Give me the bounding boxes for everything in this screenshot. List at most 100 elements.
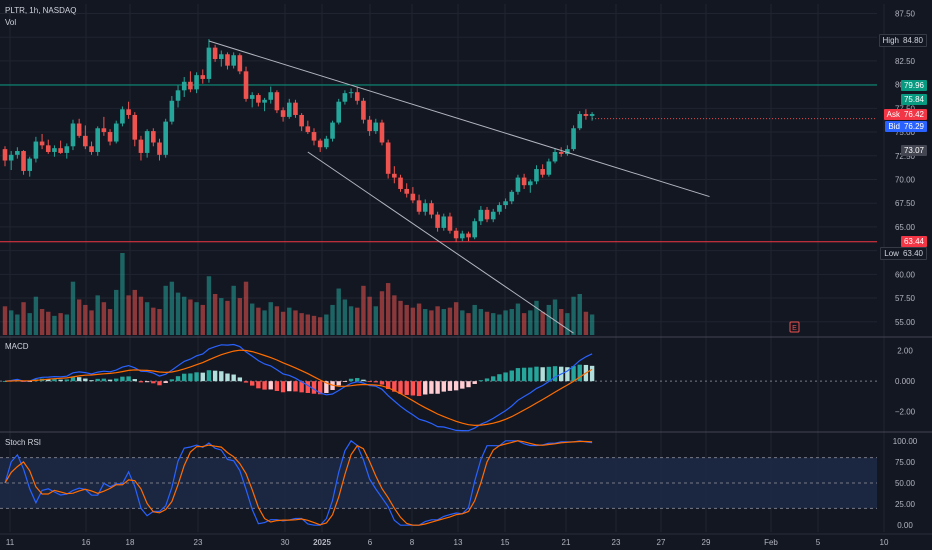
candle[interactable] <box>206 39 212 83</box>
candle[interactable] <box>101 116 107 136</box>
candle[interactable] <box>33 136 39 163</box>
candle[interactable] <box>157 138 162 161</box>
candle[interactable] <box>45 139 51 154</box>
candle[interactable] <box>126 101 131 119</box>
candle[interactable] <box>194 72 199 94</box>
candle[interactable] <box>305 120 311 134</box>
candle[interactable] <box>435 211 440 232</box>
candle[interactable] <box>503 198 508 209</box>
candle[interactable] <box>429 200 434 219</box>
candle[interactable] <box>472 218 477 240</box>
candle[interactable] <box>558 147 564 157</box>
candle[interactable] <box>249 92 255 108</box>
horizontal-levels[interactable] <box>0 84 877 243</box>
candle[interactable] <box>515 174 521 195</box>
candle[interactable] <box>274 90 280 114</box>
candle[interactable] <box>478 206 484 226</box>
candle[interactable] <box>219 50 224 67</box>
candle[interactable] <box>546 158 552 177</box>
symbol-title[interactable]: PLTR, 1h, NASDAQ <box>5 6 77 15</box>
candle[interactable] <box>113 120 119 144</box>
candle[interactable] <box>484 206 490 223</box>
candle[interactable] <box>379 119 385 146</box>
candle[interactable] <box>107 129 113 146</box>
candle[interactable] <box>354 86 360 105</box>
candle[interactable] <box>280 107 286 122</box>
candle[interactable] <box>392 166 397 184</box>
candle[interactable] <box>410 187 416 204</box>
candle[interactable] <box>151 128 156 147</box>
candle[interactable] <box>225 52 230 70</box>
candles[interactable] <box>2 39 595 243</box>
candle[interactable] <box>76 118 82 138</box>
candle[interactable] <box>422 199 428 216</box>
candle[interactable] <box>200 69 206 84</box>
candle[interactable] <box>509 189 515 205</box>
candle[interactable] <box>21 150 26 175</box>
candle[interactable] <box>398 174 403 192</box>
volume-label[interactable]: Vol <box>5 18 17 27</box>
candle[interactable] <box>169 96 175 125</box>
candle[interactable] <box>15 147 20 159</box>
candle[interactable] <box>441 213 447 231</box>
candle[interactable] <box>262 97 267 112</box>
candle[interactable] <box>540 164 545 178</box>
candle[interactable] <box>188 71 193 93</box>
trendline-lower[interactable] <box>307 151 574 334</box>
candle[interactable] <box>589 112 595 121</box>
candle[interactable] <box>138 135 144 161</box>
candle[interactable] <box>52 145 57 157</box>
candle[interactable] <box>497 202 502 215</box>
stoch-rsi-label[interactable]: Stoch RSI <box>5 438 42 447</box>
candle[interactable] <box>95 126 100 156</box>
candle[interactable] <box>212 44 218 62</box>
candle[interactable] <box>583 109 589 120</box>
candle[interactable] <box>237 53 243 75</box>
candle[interactable] <box>64 143 70 159</box>
candle[interactable] <box>243 66 249 102</box>
candle[interactable] <box>373 118 379 134</box>
trendline-upper[interactable] <box>208 40 710 198</box>
candle[interactable] <box>385 139 391 179</box>
candle[interactable] <box>404 183 409 198</box>
candle[interactable] <box>83 125 88 150</box>
candle[interactable] <box>132 112 138 147</box>
candle[interactable] <box>342 90 348 105</box>
candle[interactable] <box>181 77 187 97</box>
candle[interactable] <box>361 97 366 124</box>
candle[interactable] <box>348 88 354 98</box>
candle[interactable] <box>39 133 45 150</box>
candle[interactable] <box>299 113 304 132</box>
candle[interactable] <box>324 135 329 150</box>
candle[interactable] <box>144 129 150 158</box>
candle[interactable] <box>58 140 63 154</box>
candle[interactable] <box>120 106 125 127</box>
candle[interactable] <box>416 194 422 215</box>
macd-label[interactable]: MACD <box>5 342 29 351</box>
candle[interactable] <box>534 165 539 185</box>
candle[interactable] <box>175 85 181 108</box>
candle[interactable] <box>466 231 471 242</box>
candle[interactable] <box>8 151 14 170</box>
candle[interactable] <box>317 138 323 152</box>
candle[interactable] <box>293 99 298 118</box>
candle[interactable] <box>447 212 453 234</box>
candle[interactable] <box>577 111 583 131</box>
candle[interactable] <box>552 148 558 164</box>
candle[interactable] <box>521 173 527 189</box>
candle[interactable] <box>2 146 8 167</box>
candle[interactable] <box>336 98 342 125</box>
candle[interactable] <box>490 208 496 223</box>
candle[interactable] <box>367 115 372 136</box>
pane-separators[interactable] <box>0 336 932 535</box>
candle[interactable] <box>268 86 274 104</box>
candle[interactable] <box>571 125 576 152</box>
candle[interactable] <box>89 141 94 155</box>
candle[interactable] <box>70 119 76 151</box>
candle[interactable] <box>256 93 261 107</box>
candle[interactable] <box>453 227 459 243</box>
candle[interactable] <box>528 179 533 193</box>
candle[interactable] <box>330 120 335 142</box>
candle[interactable] <box>231 52 236 69</box>
